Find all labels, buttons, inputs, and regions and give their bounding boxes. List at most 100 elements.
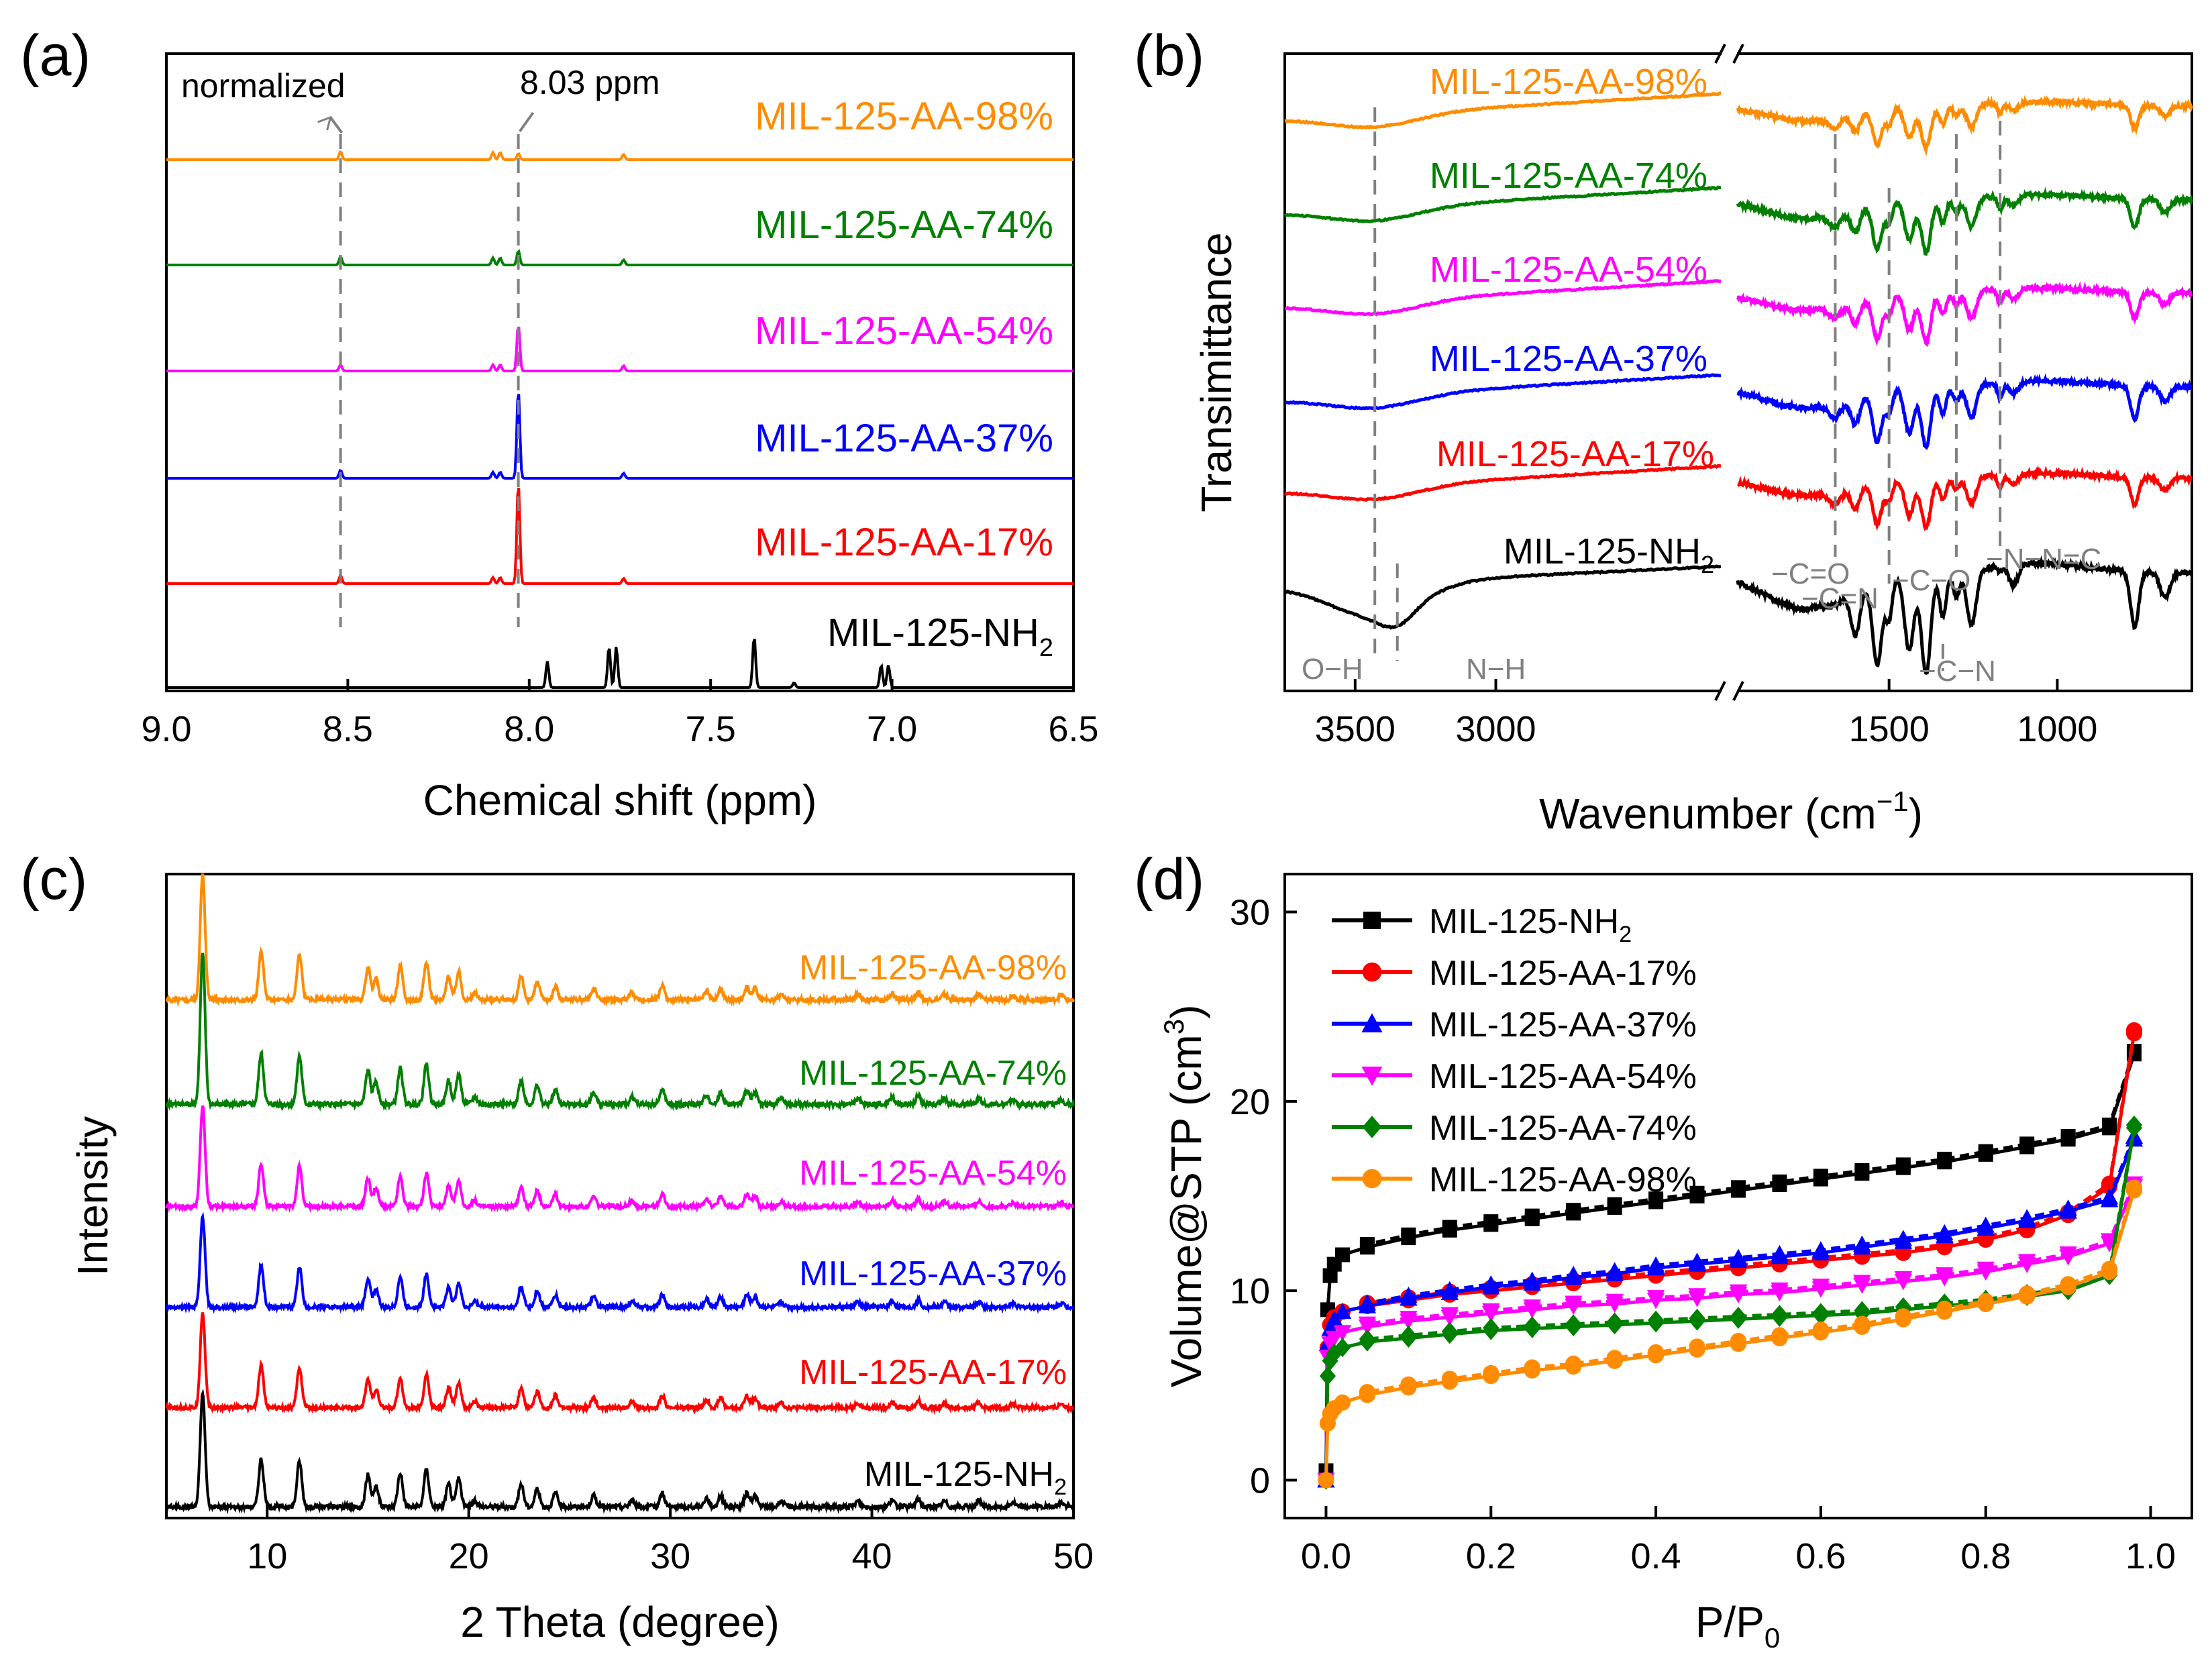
panel-c-x-ticks: 10 20 30 40 50 — [247, 1506, 1094, 1576]
panel-d-point — [1441, 1322, 1458, 1342]
panel-d-point — [1440, 1307, 1459, 1324]
panel-d-y-tick-label: 0 — [1250, 1461, 1270, 1501]
panel-d-point — [1318, 1472, 1334, 1489]
panel-a-series-label-1: MIL-125-AA-17% — [755, 521, 1053, 564]
panel-d-point — [1688, 1288, 1706, 1305]
panel-a-x-axis-label: Chemical shift (ppm) — [423, 776, 817, 824]
panel-b-series-label-1-text: MIL-125-AA-17% — [1436, 434, 1714, 474]
panel-b-annotation-1: N−H — [1466, 653, 1526, 686]
panel-d-legend-label-4: MIL-125-AA-74% — [1429, 1109, 1697, 1148]
panel-d-point — [1358, 1316, 1377, 1333]
panel-d-point — [1400, 1287, 1418, 1303]
panel-b-series-label-2-text: MIL-125-AA-37% — [1430, 339, 1707, 379]
panel-b-series-labels: MIL-125-NH2 MIL-125-AA-17% MIL-125-AA-37% M… — [1430, 62, 1714, 578]
panel-d-point — [1442, 1220, 1457, 1235]
panel-d-legend-label-3-text: MIL-125-AA-54% — [1429, 1057, 1697, 1096]
panel-d-point — [2101, 1260, 2118, 1277]
panel-d-legend-label-1-text: MIL-125-AA-17% — [1429, 954, 1697, 993]
panel-d-point — [1813, 1169, 1828, 1184]
panel-b-y-axis-label: Transimittance — [1192, 232, 1241, 512]
panel-c-x-axis-label: 2 Theta (degree) — [460, 1598, 780, 1646]
panel-b-break-mark — [1714, 681, 1726, 701]
panel-b-series-label-5: MIL-125-AA-98% — [1430, 62, 1707, 102]
panel-d-point — [1731, 1180, 1746, 1195]
panel-a-x-tick-label: 6.5 — [1048, 709, 1098, 749]
panel-d-ticks: 0.0 0.2 0.4 0.6 0.8 1.0 0 10 20 30 — [1230, 892, 2176, 1576]
panel-d-point — [1854, 1315, 1871, 1332]
panel-b-break-mark — [1732, 681, 1744, 701]
panel-d-legend-label-1: MIL-125-AA-17% — [1429, 954, 1697, 993]
panel-d-point — [1400, 1376, 1417, 1393]
panel-b-spectrum-left-2 — [1284, 373, 1722, 411]
panel-a-spectrum-5 — [166, 150, 1073, 161]
panel-d-point — [2017, 1254, 2036, 1271]
panel-d-point — [2059, 1199, 2077, 1216]
panel-d-point — [1811, 1279, 1830, 1295]
panel-d-point — [1771, 1244, 1789, 1262]
panel-d-legend-label-3: MIL-125-AA-54% — [1429, 1057, 1697, 1096]
panel-b-spectrum-right-0 — [1736, 555, 2193, 675]
panel-c-x-tick-label: 30 — [650, 1536, 690, 1576]
panel-c-xrd: 10 20 30 40 50 MIL-125-NH2MIL-125-AA-17%MIL-… — [68, 873, 1094, 1646]
panel-d-legend-label-4-text: MIL-125-AA-74% — [1429, 1109, 1697, 1148]
panel-d-point — [1440, 1281, 1459, 1297]
panel-d-point — [1400, 1311, 1418, 1328]
panel-d-point — [1689, 1185, 1705, 1201]
panel-b-annotation-4: −C−O — [1892, 564, 1970, 597]
panel-d-legend-label-0: MIL-125-NH2 — [1429, 902, 1632, 947]
panel-d-x-tick-label: 0.2 — [1466, 1536, 1516, 1576]
panel-c-y-axis-label: Intensity — [68, 1116, 117, 1276]
panel-d-legend-marker-3 — [1361, 1067, 1383, 1086]
panel-d-point — [1811, 1241, 1830, 1258]
panel-d-point — [1812, 1303, 1830, 1322]
panel-d-point — [1895, 1157, 1911, 1173]
panel-a-annotation-normalized: normalized — [181, 67, 346, 105]
panel-a-arrow — [518, 111, 535, 133]
panel-b-spectrum-right-1 — [1737, 465, 2193, 531]
panel-b-x-axis-label-main: Wavenumber (cm — [1539, 790, 1877, 838]
panel-d-point — [1688, 1252, 1706, 1269]
panel-d-point — [1729, 1248, 1748, 1265]
panel-d-point — [1358, 1294, 1377, 1311]
panel-d-desorption-line-2 — [1367, 1136, 2136, 1305]
panel-b-x-tick-label: 3500 — [1315, 709, 1395, 749]
panel-d-legend-label-0-text: MIL-125-NH — [1429, 902, 1619, 941]
panel-a-x-tick-label: 8.0 — [504, 709, 554, 749]
panel-d-legend-label-5-text: MIL-125-AA-98% — [1429, 1161, 1697, 1199]
panel-d-point — [1401, 1227, 1416, 1242]
panel-d-point — [1812, 1321, 1830, 1338]
panel-b-series-label-0-text: MIL-125-NH — [1504, 531, 1701, 572]
panel-c-patterns — [165, 873, 1075, 1515]
panel-d-x-tick-label: 0.8 — [1960, 1536, 2011, 1576]
panel-b-spectrum-left-3 — [1284, 279, 1722, 317]
panel-b-annotation-3: −C=N — [1801, 582, 1879, 615]
panel-d-y-axis-label: Volume@STP (cm3) — [1158, 1005, 1210, 1388]
panel-d-point — [1524, 1208, 1540, 1224]
panel-b-x-axis-label-close: ) — [1909, 790, 1923, 838]
panel-d-isotherms — [1317, 1022, 2144, 1490]
panel-c-series-label-2-text: MIL-125-AA-37% — [799, 1254, 1067, 1293]
panel-c-series-label-0-text: MIL-125-NH — [864, 1455, 1054, 1494]
panel-a-series-label-2-text: MIL-125-AA-37% — [755, 417, 1053, 460]
panel-d-point — [1564, 1265, 1583, 1283]
panel-d-point — [2125, 1022, 2143, 1039]
panel-a-spectrum-3 — [166, 326, 1073, 372]
panel-b-spectrum-right-2 — [1736, 372, 2193, 450]
panel-b-spectrum-right-5 — [1736, 95, 2194, 156]
panel-d-point — [1334, 1338, 1351, 1358]
panel-d-legend-label-5: MIL-125-AA-98% — [1429, 1161, 1697, 1199]
panel-c-pattern-2 — [166, 1211, 1074, 1314]
panel-d-point — [1523, 1299, 1541, 1316]
panel-b-annotation-6: −C−N — [1919, 655, 1996, 688]
panel-a-series-label-3-text: MIL-125-AA-54% — [755, 309, 1053, 353]
panel-d-point — [1854, 1163, 1870, 1178]
panel-a-spectrum-0 — [166, 639, 1073, 689]
panel-d-point — [2100, 1188, 2119, 1205]
panel-d-point — [2060, 1129, 2076, 1144]
panel-d-point — [1325, 1330, 1343, 1347]
panel-d-point — [1729, 1284, 1748, 1301]
panel-a-annotations: normalized 8.03 ppm — [181, 64, 660, 627]
panel-c-series-label-1: MIL-125-AA-17% — [799, 1353, 1067, 1392]
panel-b-spectrum-left-4 — [1283, 185, 1722, 223]
